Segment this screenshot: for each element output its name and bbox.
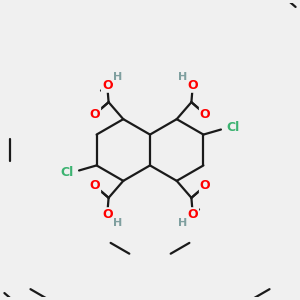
Text: Cl: Cl [226, 122, 240, 134]
Text: H: H [113, 218, 122, 228]
Text: O: O [200, 108, 211, 121]
Text: H: H [178, 218, 187, 228]
Text: O: O [102, 208, 112, 221]
Text: H: H [178, 72, 187, 82]
Text: O: O [188, 79, 198, 92]
Text: O: O [200, 179, 211, 192]
Text: H: H [113, 72, 122, 82]
Text: O: O [89, 108, 100, 121]
Text: O: O [89, 179, 100, 192]
Text: Cl: Cl [60, 166, 74, 178]
Text: O: O [188, 208, 198, 221]
Text: O: O [102, 79, 112, 92]
